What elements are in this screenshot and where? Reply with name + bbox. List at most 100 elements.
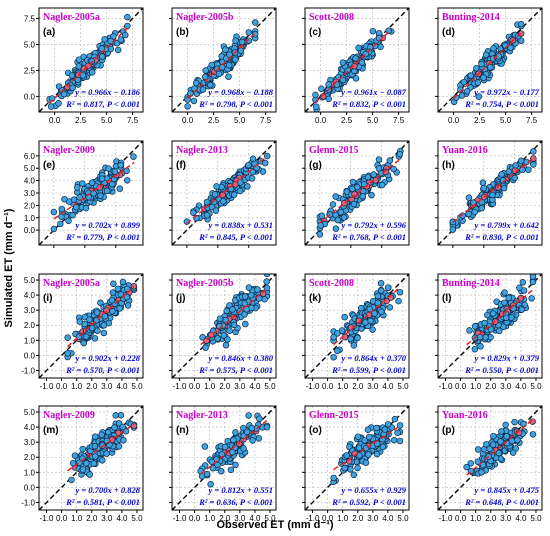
data-point [240,445,247,452]
data-point [330,353,337,361]
regression-equation: y = 0.792x + 0.596 [341,220,407,230]
data-point [394,429,401,437]
regression-stats: R² = 0.768, P < 0.001 [331,232,406,242]
model-name: Nagler-2009 [43,145,95,156]
data-point [212,207,220,214]
data-point [229,448,236,456]
data-point [225,73,232,80]
x-tick-label: 3.0 [101,514,113,523]
data-point [384,421,392,428]
panel-label: (o) [309,425,322,436]
data-point [88,69,96,76]
data-point [458,92,466,99]
panel-label: (p) [442,425,455,436]
regression-equation: y = 0.968x − 0.188 [207,87,274,97]
data-point [352,55,359,62]
data-point [121,31,129,39]
x-tick-label: 5.0 [367,116,379,125]
data-point [341,464,348,472]
data-point [377,43,384,51]
data-point [317,222,324,229]
x-tick-label: 3.0 [101,382,113,391]
data-point [396,150,404,158]
data-point [330,474,337,482]
x-tick-label: 0.0 [49,116,61,125]
data-point [229,306,236,313]
data-point [362,459,370,466]
panel-f: Nagler-2013 (f) y = 0.838x + 0.531 R² = 0.8… [169,140,277,248]
panel-p: -1.0 0.0 1.0 2.0 3.0 4.0 5.0 Yuan-2016 (p) y = 0.… [435,405,543,523]
fit-line [186,155,268,225]
data-point [254,286,261,293]
fit-line [333,425,401,471]
x-tick-label: -1.0 [306,382,320,391]
data-point [487,326,495,333]
data-point [474,79,482,86]
data-point [79,466,87,473]
data-point [486,445,493,453]
regression-stats: R² = 0.581, P < 0.001 [65,497,140,507]
data-point [375,165,383,172]
data-point [108,297,116,304]
y-tick-label: 2.0 [24,453,36,462]
data-point [339,76,347,84]
fit-line [200,287,268,346]
data-point [529,278,537,286]
data-point [509,449,517,456]
panel-label: (m) [43,425,59,436]
data-point [90,460,98,467]
y-tick-label: 0.0 [24,92,36,101]
fit-line [319,158,401,224]
data-point [312,91,319,99]
x-tick-label: 2.5 [341,116,353,125]
data-point [313,103,320,110]
data-point [245,161,252,169]
data-point [375,156,383,163]
data-point [386,304,394,311]
regression-equation: y = 0.902x + 0.228 [75,353,141,363]
x-tick-label: 5.0 [530,382,542,391]
panel-label: (k) [309,293,321,304]
data-point [530,155,537,162]
data-point [359,193,367,200]
data-point [261,159,269,167]
data-point [489,310,497,317]
data-point [91,443,99,450]
panel-frame [304,405,410,511]
data-point [224,336,231,343]
data-point [225,61,233,69]
regression-equation: y = 0.700x + 0.828 [75,485,141,495]
data-point [263,278,270,285]
data-point [79,445,86,453]
data-point [318,212,326,220]
data-point [366,305,373,313]
data-point [495,449,503,457]
data-point [199,86,207,93]
data-point [202,67,209,74]
data-point [261,296,268,303]
panel-label: (c) [309,27,321,38]
data-point [514,436,521,444]
data-point [58,205,66,213]
data-point [119,423,126,431]
data-point [201,73,209,81]
data-point [449,226,457,233]
x-tick-label: 0.0 [455,514,467,523]
regression-stats: R² = 0.830, P < 0.001 [464,232,539,242]
data-point [517,20,525,28]
x-tick-label: 3.0 [367,514,379,523]
regression-equation: y = 0.961x − 0.087 [340,87,407,97]
data-point [117,411,125,419]
data-point [517,37,525,44]
x-tick-label: 1.0 [71,382,83,391]
data-point [332,193,339,200]
data-point [500,184,508,192]
data-point [478,469,485,476]
data-point [475,93,483,100]
y-tick-label: 2.0 [24,201,36,210]
y-tick-label: 2.0 [24,321,36,330]
x-tick-label: 5.0 [234,116,246,125]
data-point [374,292,382,300]
panel-label: (l) [442,293,451,304]
model-name: Nagler-2013 [176,410,228,421]
